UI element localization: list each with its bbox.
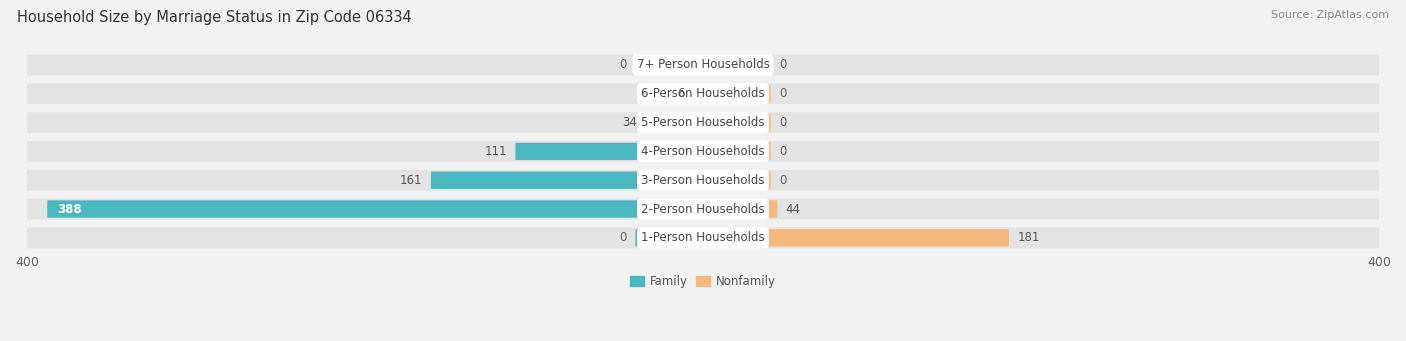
Text: 0: 0 — [779, 116, 786, 129]
FancyBboxPatch shape — [27, 199, 1379, 219]
FancyBboxPatch shape — [636, 56, 703, 74]
FancyBboxPatch shape — [703, 201, 778, 218]
FancyBboxPatch shape — [693, 85, 703, 102]
FancyBboxPatch shape — [636, 229, 703, 247]
Text: 0: 0 — [779, 87, 786, 100]
FancyBboxPatch shape — [48, 201, 703, 218]
FancyBboxPatch shape — [27, 170, 1379, 191]
Text: 2-Person Households: 2-Person Households — [641, 203, 765, 216]
Text: 6: 6 — [676, 87, 685, 100]
FancyBboxPatch shape — [703, 114, 770, 131]
FancyBboxPatch shape — [703, 229, 1010, 247]
FancyBboxPatch shape — [703, 143, 770, 160]
FancyBboxPatch shape — [27, 84, 1379, 104]
FancyBboxPatch shape — [430, 172, 703, 189]
FancyBboxPatch shape — [703, 172, 770, 189]
Text: 44: 44 — [786, 203, 801, 216]
Text: Source: ZipAtlas.com: Source: ZipAtlas.com — [1271, 10, 1389, 20]
Text: 5-Person Households: 5-Person Households — [641, 116, 765, 129]
FancyBboxPatch shape — [703, 85, 770, 102]
Text: 7+ Person Households: 7+ Person Households — [637, 58, 769, 72]
Text: 388: 388 — [58, 203, 82, 216]
FancyBboxPatch shape — [703, 56, 770, 74]
FancyBboxPatch shape — [27, 141, 1379, 162]
Text: 4-Person Households: 4-Person Households — [641, 145, 765, 158]
FancyBboxPatch shape — [645, 114, 703, 131]
Text: 1-Person Households: 1-Person Households — [641, 231, 765, 244]
FancyBboxPatch shape — [27, 112, 1379, 133]
FancyBboxPatch shape — [516, 143, 703, 160]
Text: 0: 0 — [620, 231, 627, 244]
Text: 34: 34 — [623, 116, 637, 129]
Legend: Family, Nonfamily: Family, Nonfamily — [626, 270, 780, 293]
Text: 181: 181 — [1018, 231, 1040, 244]
Text: 111: 111 — [485, 145, 508, 158]
Text: 0: 0 — [779, 145, 786, 158]
Text: 161: 161 — [399, 174, 422, 187]
FancyBboxPatch shape — [27, 55, 1379, 75]
Text: 3-Person Households: 3-Person Households — [641, 174, 765, 187]
Text: Household Size by Marriage Status in Zip Code 06334: Household Size by Marriage Status in Zip… — [17, 10, 412, 25]
Text: 0: 0 — [620, 58, 627, 72]
Text: 6-Person Households: 6-Person Households — [641, 87, 765, 100]
FancyBboxPatch shape — [27, 227, 1379, 248]
Text: 0: 0 — [779, 58, 786, 72]
Text: 0: 0 — [779, 174, 786, 187]
